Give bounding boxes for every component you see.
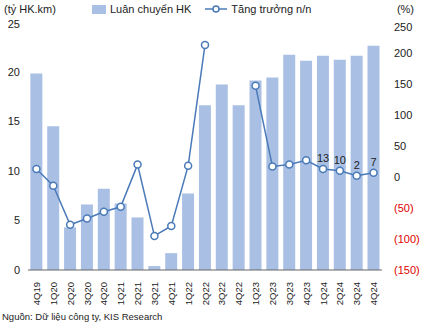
svg-text:4Q19: 4Q19 bbox=[31, 282, 42, 305]
svg-text:100: 100 bbox=[394, 109, 412, 121]
svg-text:3Q21: 3Q21 bbox=[149, 282, 160, 305]
svg-text:200: 200 bbox=[394, 47, 412, 59]
svg-text:2Q20: 2Q20 bbox=[65, 282, 76, 305]
svg-text:4Q21: 4Q21 bbox=[166, 282, 177, 305]
html-text:Tăng trưởng n/n: Tăng trưởng n/n bbox=[231, 3, 312, 15]
svg-text:4Q20: 4Q20 bbox=[98, 282, 109, 305]
svg-text:1Q20: 1Q20 bbox=[48, 282, 59, 305]
svg-text:2Q23: 2Q23 bbox=[267, 282, 278, 305]
svg-text:2Q21: 2Q21 bbox=[132, 282, 143, 305]
svg-text:2Q22: 2Q22 bbox=[200, 282, 211, 305]
svg-text:10: 10 bbox=[8, 165, 20, 177]
svg-text:0: 0 bbox=[14, 264, 20, 276]
svg-text:3Q22: 3Q22 bbox=[216, 282, 227, 305]
svg-text:1Q21: 1Q21 bbox=[115, 282, 126, 305]
svg-text:250: 250 bbox=[394, 21, 412, 33]
svg-text:(50): (50) bbox=[394, 202, 414, 214]
svg-text:50: 50 bbox=[394, 140, 406, 152]
svg-text:10: 10 bbox=[334, 154, 346, 166]
svg-text:15: 15 bbox=[8, 115, 20, 127]
svg-text:2: 2 bbox=[354, 159, 360, 171]
svg-text:(150): (150) bbox=[394, 264, 420, 276]
svg-text:1Q23: 1Q23 bbox=[250, 282, 261, 305]
svg-text:13: 13 bbox=[317, 152, 329, 164]
svg-text:1Q24: 1Q24 bbox=[318, 282, 329, 305]
svg-text:2Q24: 2Q24 bbox=[334, 282, 345, 305]
svg-text:20: 20 bbox=[8, 66, 20, 78]
svg-text:3Q20: 3Q20 bbox=[82, 282, 93, 305]
svg-text:3Q24: 3Q24 bbox=[351, 282, 362, 305]
svg-text:(100): (100) bbox=[394, 233, 420, 245]
html-text:(tỷ HK.km): (tỷ HK.km) bbox=[4, 3, 56, 15]
svg-text:4Q24: 4Q24 bbox=[368, 282, 379, 305]
svg-text:1Q22: 1Q22 bbox=[183, 282, 194, 305]
html-text:Nguồn: Dữ liệu công ty, KIS Re: Nguồn: Dữ liệu công ty, KIS Research bbox=[2, 311, 163, 322]
svg-text:150: 150 bbox=[394, 78, 412, 90]
svg-text:7: 7 bbox=[371, 156, 377, 168]
svg-text:5: 5 bbox=[14, 214, 20, 226]
svg-text:4Q23: 4Q23 bbox=[301, 282, 312, 305]
svg-text:4Q22: 4Q22 bbox=[233, 282, 244, 305]
svg-text:3Q23: 3Q23 bbox=[284, 282, 295, 305]
svg-text:0: 0 bbox=[394, 171, 400, 183]
html-text:Luân chuyển HK: Luân chuyển HK bbox=[110, 3, 192, 15]
svg-text:25: 25 bbox=[8, 18, 20, 30]
